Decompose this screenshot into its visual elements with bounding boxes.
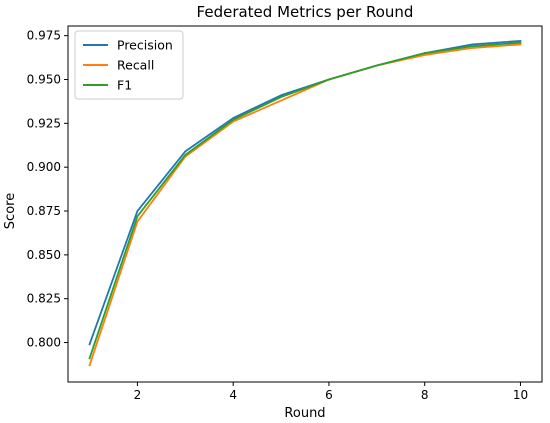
y-axis-label: Score: [3, 193, 18, 229]
legend: Precision Recall F1: [74, 30, 184, 100]
plot-frame: [67, 25, 543, 383]
legend-label-f1: F1: [117, 78, 132, 93]
legend-label-recall: Recall: [117, 58, 154, 73]
chart-title: Federated Metrics per Round: [197, 3, 414, 21]
series-line-f1: [88, 41, 522, 360]
series-line-recall: [88, 43, 522, 367]
y-tick-label: 0.950: [27, 72, 61, 86]
y-tick-label: 0.875: [27, 204, 61, 218]
y-tick-label: 0.975: [27, 29, 61, 43]
y-tick-label: 0.800: [27, 336, 61, 350]
y-tick-label: 0.925: [27, 116, 61, 130]
y-tick-label: 0.850: [27, 248, 61, 262]
x-tick-label: 8: [421, 388, 429, 402]
plot-area: 2 4 6 8 10 0.800 0.825 0.850 0.875 0.900 0.925 0.95…: [27, 25, 543, 402]
x-tick-label: 6: [325, 388, 333, 402]
legend-label-precision: Precision: [117, 38, 173, 53]
x-tick-label: 2: [134, 388, 142, 402]
y-tick-label: 0.900: [27, 160, 61, 174]
y-tick-label: 0.825: [27, 292, 61, 306]
x-tick-label: 4: [229, 388, 237, 402]
x-axis-label: Round: [284, 406, 325, 421]
legend-box: [74, 30, 184, 100]
x-tick-label: 10: [513, 388, 528, 402]
